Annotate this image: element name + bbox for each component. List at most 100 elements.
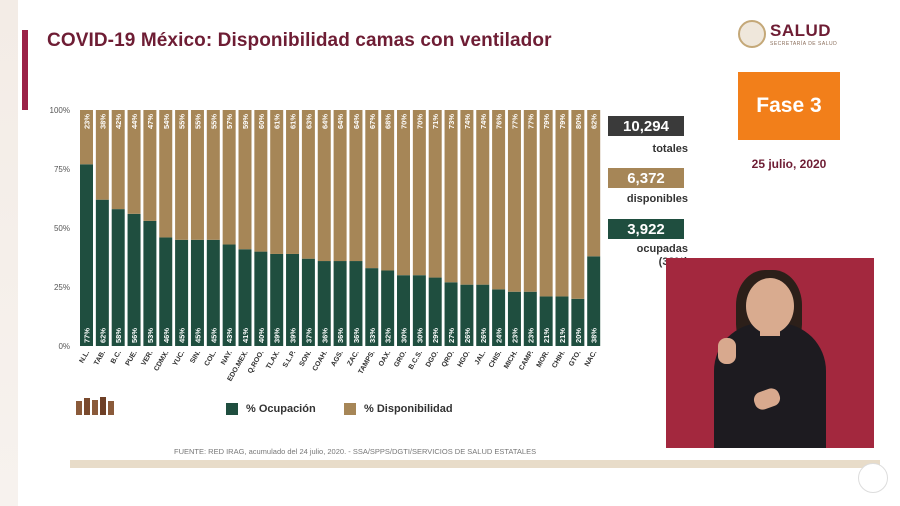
bar-ocupacion — [175, 239, 189, 346]
bar-disponibilidad — [476, 110, 490, 285]
data-label-disponibilidad: 44% — [130, 114, 139, 129]
bar-ocupacion — [270, 253, 284, 346]
report-date: 25 julio, 2020 — [751, 157, 827, 171]
data-label-disponibilidad: 61% — [289, 114, 298, 129]
bar-disponibilidad — [175, 110, 189, 240]
bottom-decorative-bar — [70, 460, 880, 468]
x-tick-label: CHIH. — [551, 349, 567, 369]
data-label-ocupacion: 24% — [495, 328, 504, 343]
data-label-disponibilidad: 55% — [178, 114, 187, 129]
bar-ocupacion — [143, 220, 157, 346]
bar-disponibilidad — [190, 110, 204, 240]
y-tick-label: 0% — [58, 342, 70, 351]
x-tick-label: B.C. — [110, 349, 123, 365]
data-label-ocupacion: 33% — [368, 328, 377, 343]
data-label-disponibilidad: 54% — [162, 114, 171, 129]
data-label-disponibilidad: 64% — [352, 114, 361, 129]
x-tick-label: NAC. — [584, 349, 599, 367]
bar-disponibilidad — [317, 110, 331, 262]
data-label-ocupacion: 58% — [114, 328, 123, 343]
x-tick-label: N.L. — [79, 349, 92, 364]
bar-disponibilidad — [80, 110, 93, 165]
x-tick-label: GTO. — [568, 349, 583, 367]
x-tick-label: HGO. — [457, 349, 472, 368]
stat-ocupadas-value: 3,922 — [608, 219, 684, 239]
x-tick-label: B.C.S. — [408, 349, 424, 370]
stat-disponibles-value: 6,372 — [608, 168, 684, 188]
legend-disponibilidad-label: % Disponibilidad — [364, 403, 453, 415]
x-tick-label: YUC. — [172, 349, 186, 367]
data-label-disponibilidad: 38% — [98, 114, 107, 129]
bar-disponibilidad — [507, 110, 521, 292]
historic-figures-decoration — [74, 395, 118, 415]
bar-disponibilidad — [428, 110, 442, 278]
data-label-ocupacion: 53% — [146, 328, 155, 343]
bar-disponibilidad — [301, 110, 315, 259]
data-label-ocupacion: 39% — [273, 328, 282, 343]
interpreter-head — [746, 278, 794, 334]
data-label-disponibilidad: 68% — [384, 114, 393, 129]
title-accent-bar — [22, 30, 28, 110]
bar-disponibilidad — [555, 110, 569, 297]
data-label-ocupacion: 32% — [384, 328, 393, 343]
x-tick-label: JAL. — [474, 349, 488, 366]
data-label-disponibilidad: 55% — [193, 114, 202, 129]
data-label-ocupacion: 37% — [304, 328, 313, 343]
x-tick-label: CAMP. — [518, 349, 535, 371]
data-label-disponibilidad: 55% — [209, 114, 218, 129]
x-tick-label: VER. — [140, 349, 154, 367]
page-title: COVID-19 México: Disponibilidad camas co… — [47, 30, 552, 51]
legend-ocupacion-swatch — [226, 403, 238, 415]
bar-disponibilidad — [254, 110, 268, 252]
x-tick-label: CHIS. — [488, 349, 503, 369]
data-label-disponibilidad: 47% — [146, 114, 155, 129]
bar-ocupacion — [222, 244, 236, 346]
bar-ocupacion — [333, 261, 347, 346]
data-label-disponibilidad: 77% — [526, 114, 535, 129]
bar-ocupacion — [381, 270, 395, 346]
data-label-ocupacion: 27% — [447, 328, 456, 343]
bar-ocupacion — [492, 289, 506, 346]
data-label-ocupacion: 26% — [463, 328, 472, 343]
bar-disponibilidad — [238, 110, 252, 250]
data-label-disponibilidad: 57% — [225, 114, 234, 129]
bar-ocupacion — [365, 268, 379, 346]
data-label-disponibilidad: 80% — [574, 114, 583, 129]
bar-disponibilidad — [111, 110, 125, 210]
interpreter-hand-left — [718, 338, 736, 364]
x-tick-label: COL. — [204, 349, 218, 367]
x-tick-label: ZAC. — [346, 349, 360, 367]
sign-language-interpreter-video — [666, 258, 874, 448]
x-tick-label: TAB. — [93, 349, 107, 366]
data-label-ocupacion: 45% — [178, 328, 187, 343]
bar-ocupacion — [555, 296, 569, 346]
data-label-ocupacion: 40% — [257, 328, 266, 343]
bar-disponibilidad — [412, 110, 426, 276]
bar-disponibilidad — [143, 110, 157, 221]
bar-disponibilidad — [523, 110, 537, 292]
data-label-ocupacion: 21% — [542, 328, 551, 343]
data-label-disponibilidad: 60% — [257, 114, 266, 129]
stat-disponibles-label: disponibles — [626, 193, 688, 205]
x-tick-label: MICH. — [503, 349, 519, 370]
data-label-ocupacion: 45% — [209, 328, 218, 343]
bar-ocupacion — [507, 291, 521, 346]
bar-ocupacion — [444, 282, 458, 346]
x-tick-label: QRO. — [441, 349, 456, 368]
bar-ocupacion — [111, 209, 125, 346]
y-tick-label: 100% — [50, 106, 70, 115]
bar-disponibilidad — [159, 110, 173, 238]
data-label-ocupacion: 43% — [225, 328, 234, 343]
data-label-ocupacion: 23% — [510, 328, 519, 343]
data-label-disponibilidad: 73% — [447, 114, 456, 129]
bar-disponibilidad — [333, 110, 347, 262]
bar-ocupacion — [206, 239, 220, 346]
data-label-ocupacion: 20% — [574, 328, 583, 343]
data-label-ocupacion: 77% — [83, 328, 92, 343]
data-label-ocupacion: 45% — [193, 328, 202, 343]
data-label-disponibilidad: 71% — [431, 114, 440, 129]
stat-totales-label: totales — [652, 143, 688, 155]
x-tick-label: Q.ROO. — [247, 349, 266, 374]
logo-name: SALUD — [770, 21, 832, 40]
bar-disponibilidad — [460, 110, 474, 285]
